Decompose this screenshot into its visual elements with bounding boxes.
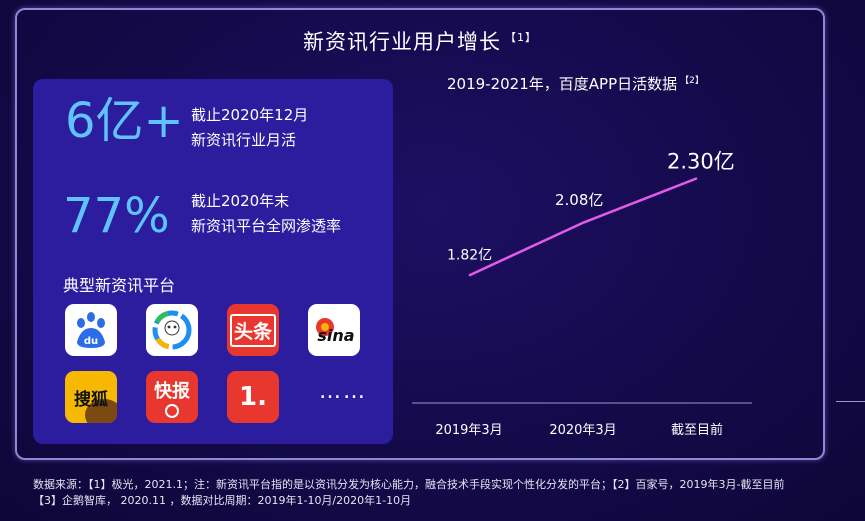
monthly-active-value: 6亿+ [65, 93, 184, 149]
baidu-paw-glyph: du [77, 312, 105, 348]
baidu-app-icon: du [65, 304, 117, 356]
yidian-app-icon: 1. [227, 371, 279, 423]
sohu-glyph: 搜狐 [74, 389, 108, 410]
sohu-app-icon: 搜狐 [65, 371, 117, 423]
monthly-active-label: 新资讯行业月活 [191, 131, 297, 149]
monthly-active-date: 截止2020年12月 [191, 106, 309, 124]
svg-text:du: du [84, 336, 98, 347]
tencent-news-glyph [152, 310, 192, 350]
toutiao-glyph: 头条 [229, 313, 276, 347]
title-reference: 【1】 [505, 31, 537, 44]
penetration-value: 77% [63, 188, 170, 244]
footnote-line-2: 【3】企鹅智库， 2020.11 ，数据对比周期：2019年1-10月/2020… [33, 494, 412, 507]
yidian-glyph: 1. [239, 382, 267, 412]
data-label-1: 2.08亿 [555, 191, 603, 209]
toutiao-app-icon: 头条 [227, 304, 279, 356]
stats-panel: 6亿+ 截止2020年12月 新资讯行业月活 77% 截止2020年末 新资讯平… [33, 79, 393, 444]
x-tick-label-0: 2019年3月 [435, 423, 502, 438]
footnote: 数据来源：【1】极光，2021.1；注：新资讯平台指的是以资讯分发为核心能力，融… [33, 477, 863, 509]
penetration-date: 截止2020年末 [191, 192, 290, 210]
footnote-line-1: 数据来源：【1】极光，2021.1；注：新资讯平台指的是以资讯分发为核心能力，融… [33, 478, 785, 491]
kuaibao-app-icon: 快报 [146, 371, 198, 423]
more-platforms-ellipsis: …… [319, 379, 367, 404]
sina-app-icon: sina [308, 304, 360, 356]
data-label-2: 2.30亿 [667, 149, 735, 173]
penetration-label: 新资讯平台全网渗透率 [191, 217, 342, 235]
sohu-fox-shape [85, 399, 117, 423]
dau-series-line [468, 177, 698, 277]
x-tick-label-2: 截至目前 [671, 422, 723, 438]
content-frame [15, 8, 825, 460]
chart-title-reference: 【2】 [680, 76, 704, 86]
sina-eye-glyph: sina [316, 318, 355, 345]
penetration-desc: 截止2020年末 新资讯平台全网渗透率 [191, 189, 341, 239]
platforms-heading: 典型新资讯平台 [63, 276, 176, 295]
title-text: 新资讯行业用户增长 [303, 30, 501, 54]
dau-line-chart: 1.82亿 2.08亿 2.30亿 2019年3月 2020年3月 截至目前 [412, 149, 752, 438]
monthly-active-desc: 截止2020年12月 新资讯行业月活 [191, 103, 308, 153]
tencent-news-app-icon [146, 304, 198, 356]
data-label-0: 1.82亿 [447, 247, 492, 263]
kuaibao-circle-icon [165, 403, 179, 418]
kuaibao-glyph: 快报 [154, 380, 190, 402]
x-tick-label-1: 2020年3月 [549, 423, 616, 438]
page-title: 新资讯行业用户增长 【1】 [0, 26, 840, 56]
chart-title: 2019-2021年，百度APP日活数据 【2】 [447, 73, 704, 94]
svg-text:sina: sina [317, 326, 354, 345]
partial-divider [836, 401, 865, 402]
chart-title-text: 2019-2021年，百度APP日活数据 [447, 75, 678, 93]
